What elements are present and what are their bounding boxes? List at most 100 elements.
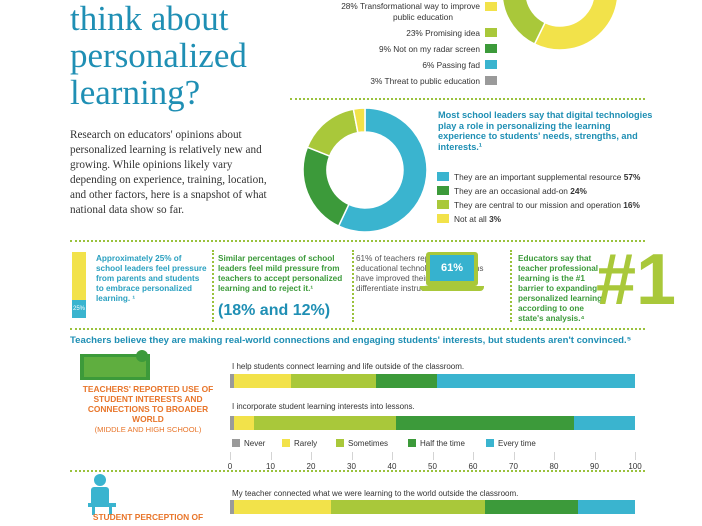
legend-transformational-cont: public education [393,12,453,22]
fact-pressure-parents: Approximately 25% of school leaders feel… [96,254,207,303]
axis-gridline [513,452,515,460]
axis-gridline [392,452,393,460]
digital-tech-slice-1 [302,146,350,228]
axis-gridline [473,452,474,460]
opinion-donut-chart [501,0,619,51]
teachers-section-heading: Teachers believe they are making real-wo… [70,335,632,346]
laptop-screen-value: 61% [430,255,474,281]
teacher-icon [80,350,216,380]
fact-edtech-teachers: 61% of teachers report that educational … [356,254,484,293]
student-side-title: STUDENT PERCEPTION OF [92,512,204,522]
fact-barrier: Educators say that teacher professional … [518,254,605,323]
student-icon [88,474,118,515]
swatch-lightgreen [485,28,497,37]
laptop-icon: 61% [426,252,478,286]
digital-tech-question: Most school leaders say that digital tec… [438,110,653,152]
number-one-graphic: #1 [596,240,677,320]
laptop-base-icon [420,286,484,291]
intro-paragraph: Research on educators' opinions about pe… [70,129,267,216]
swatch2-lightgreen [437,200,449,209]
legend-threat: 3% Threat to public education [370,76,480,86]
swatch2-yellow [437,214,449,223]
axis-tick-label: 70 [509,462,518,471]
legend-half-the-time: Half the time [408,439,465,448]
axis-gridline [432,452,434,460]
bar1-segment-half-the-time [375,374,437,388]
legend2-add-on: They are an occasional add-on 24% [454,186,587,196]
axis-tick-label: 60 [468,462,478,471]
swatch-gray [485,76,497,85]
bar3-segment-never [230,500,235,514]
teacher-bar-2-label: I incorporate student learning interests… [232,402,415,411]
fact1-badge: 25% [72,300,86,318]
legend2-central: They are central to our mission and oper… [454,200,640,210]
bar2-segment-every-time [574,416,635,430]
teachers-side-subtitle: (MIDDLE AND HIGH SCHOOL) [94,425,202,434]
bar2-segment-rarely [234,416,255,430]
legend-rarely: Rarely [282,439,317,448]
swatch-darkgreen [485,44,497,53]
bar3-segment-every-time [578,500,635,514]
legend-promising: 23% Promising idea [406,28,480,38]
bar3-segment-rarely [234,500,332,514]
axis-tick-label: 0 [227,462,233,471]
axis-gridline [635,452,636,460]
page-headline: think about personalized learning? [70,0,290,111]
axis-tick-label: 100 [628,462,642,471]
bar1-segment-every-time [436,374,635,388]
student-bar-label: My teacher connected what we were learni… [232,489,519,498]
axis-tick-label: 50 [428,462,437,471]
divider-middle [70,240,645,242]
bar2-segment-sometimes [254,416,397,430]
axis-gridline [270,452,272,460]
axis-gridline [351,452,353,460]
legend-not-on-radar: 9% Not on my radar screen [379,44,480,54]
axis-tick-label: 80 [549,462,559,471]
legend-sometimes: Sometimes [336,439,388,448]
headline-line-3: learning? [70,73,201,112]
axis-gridline [230,452,231,460]
axis-tick-label: 40 [387,462,397,471]
headline-line-2: personalized [70,36,247,75]
swatch2-darkgreen [437,186,449,195]
digital-tech-slice-3 [352,108,366,134]
divider-top [290,98,645,100]
digital-tech-slice-0 [337,108,428,233]
axis-gridline [311,452,312,460]
digital-tech-slice-2 [306,108,359,157]
fact-divider-1 [212,250,214,322]
teachers-side-title: TEACHERS' REPORTED USE OF STUDENT INTERE… [82,384,214,424]
bar2-segment-half-the-time [396,416,575,430]
teacher-bar-1-label: I help students connect learning and lif… [232,362,465,371]
fact-divider-2 [352,250,354,322]
bar1-segment-never [230,374,235,388]
fact-pressure-teachers: Similar percentages of school leaders fe… [218,254,343,293]
bar1-segment-rarely [234,374,291,388]
swatch-yellow [485,2,497,11]
divider-bottom [70,470,645,472]
fact-pressure-percentages: (18% and 12%) [218,302,331,319]
legend2-not-at-all: Not at all 3% [454,214,502,224]
axis-tick-label: 10 [266,462,275,471]
legend-never: Never [232,439,265,448]
legend2-supplemental: They are an important supplemental resou… [454,172,641,182]
axis-tick-label: 20 [306,462,316,471]
axis-gridline [554,452,555,460]
axis-gridline [594,452,596,460]
divider-lower [70,328,645,330]
bar3-segment-sometimes [331,500,486,514]
axis-tick-label: 30 [347,462,356,471]
bar3-segment-half-the-time [485,500,579,514]
swatch-blue [485,60,497,69]
opinion-slice-1 [501,0,547,46]
legend-transformational: 28% Transformational way to improve [341,1,480,11]
legend-passing-fad: 6% Passing fad [422,60,480,70]
axis-tick-label: 90 [590,462,599,471]
bar1-segment-sometimes [290,374,376,388]
fact-divider-3 [510,250,512,322]
bar2-segment-never [230,416,235,430]
opinion-slice-0 [533,0,619,51]
headline-line-1: think about [70,0,229,38]
swatch2-blue [437,172,449,181]
digital-tech-donut-chart [302,108,428,233]
